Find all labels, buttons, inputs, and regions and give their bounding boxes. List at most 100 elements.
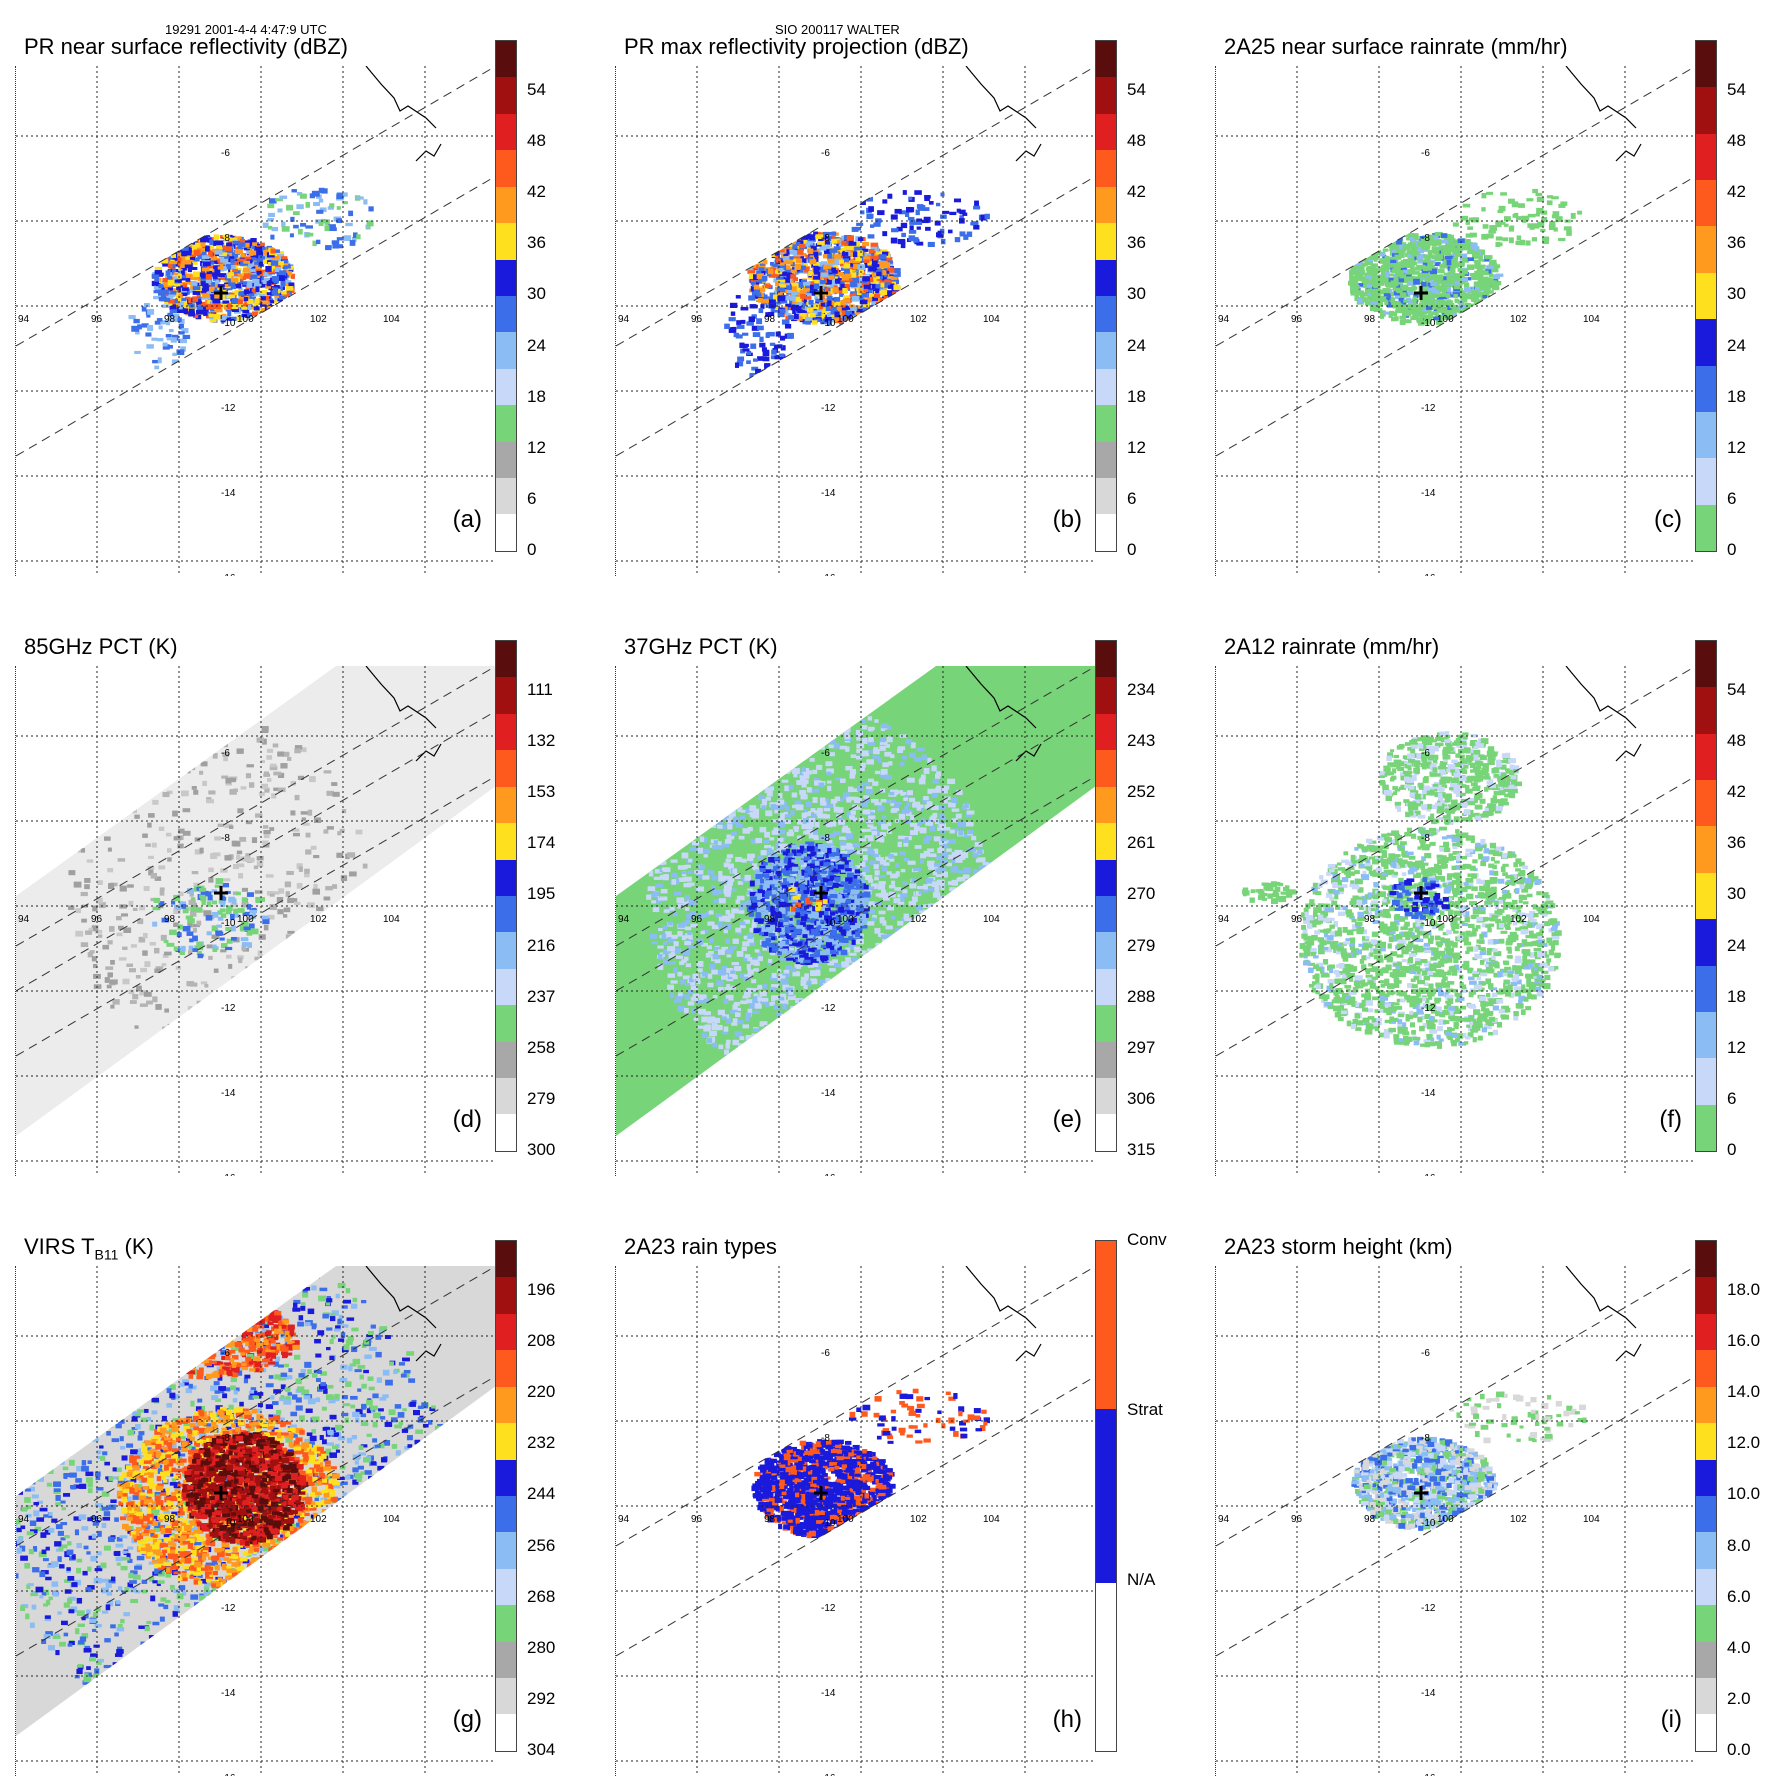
data-pixel [112, 804, 119, 808]
colorbar-segment [1696, 87, 1716, 133]
data-pixel [1363, 250, 1370, 255]
panel-letter: (b) [1053, 506, 1082, 570]
data-pixel [933, 779, 939, 784]
data-pixel [1486, 282, 1492, 285]
lat-label: -12 [221, 403, 236, 414]
data-pixel [701, 784, 706, 788]
data-pixel [1558, 204, 1565, 208]
data-pixel [736, 1056, 742, 1062]
data-pixel [189, 309, 195, 314]
data-pixel [814, 283, 819, 289]
data-pixel [842, 288, 847, 294]
data-pixel [1391, 317, 1397, 321]
data-pixel [231, 976, 237, 979]
data-pixel [154, 898, 160, 903]
data-pixel [319, 199, 323, 203]
coastline-small [416, 144, 441, 161]
data-pixel [202, 252, 207, 255]
data-pixel [834, 1076, 840, 1080]
data-pixel [208, 313, 213, 316]
data-pixel [190, 1043, 195, 1047]
data-pixel [699, 761, 705, 765]
data-pixel [133, 319, 139, 323]
data-pixel [119, 782, 126, 788]
data-pixel [885, 953, 892, 958]
data-pixel [1528, 214, 1536, 218]
colorbar-segment [496, 369, 516, 405]
data-pixel [834, 711, 841, 716]
data-pixel [145, 332, 151, 336]
lon-label: 94 [18, 914, 30, 925]
data-pixel [1477, 304, 1483, 308]
data-pixel [793, 250, 798, 255]
data-pixel [325, 225, 330, 231]
data-pixel [277, 909, 283, 914]
data-pixel [81, 892, 88, 896]
data-pixel [1532, 237, 1537, 241]
data-pixel [191, 738, 199, 742]
data-pixel [813, 728, 817, 733]
data-pixel [134, 351, 141, 354]
colorbar-segment [1096, 332, 1116, 368]
data-pixel [168, 280, 175, 286]
data-pixel [1392, 237, 1399, 242]
data-pixel [164, 298, 170, 302]
data-pixel [290, 810, 295, 815]
data-pixel [75, 931, 83, 937]
data-pixel [1513, 214, 1518, 218]
data-pixel [1488, 230, 1495, 234]
data-pixel [947, 906, 952, 911]
data-pixel [300, 194, 307, 199]
data-pixel [306, 202, 310, 208]
data-pixel [821, 273, 829, 277]
data-pixel [876, 971, 884, 976]
data-pixel [670, 961, 676, 964]
data-pixel [825, 978, 830, 981]
data-pixel [688, 1001, 694, 1005]
data-pixel [965, 888, 969, 891]
data-pixel [238, 958, 242, 963]
field-pixels [1348, 232, 1503, 326]
data-pixel [169, 329, 174, 332]
data-pixel [283, 1013, 288, 1016]
data-pixel [326, 949, 334, 953]
data-pixel [730, 303, 737, 308]
data-pixel [891, 228, 898, 232]
data-pixel [318, 926, 323, 931]
data-pixel [1371, 296, 1375, 300]
data-pixel [178, 274, 182, 279]
data-pixel [799, 1000, 803, 1006]
data-pixel [674, 839, 681, 844]
data-pixel [307, 902, 315, 907]
data-pixel [1391, 263, 1395, 266]
colorbar-tick-label: 216 [527, 936, 555, 956]
data-pixel [192, 936, 198, 942]
data-pixel [845, 1030, 852, 1035]
data-pixel [186, 278, 191, 282]
data-pixel [825, 1055, 830, 1059]
data-pixel [129, 315, 136, 319]
data-pixel [197, 750, 203, 754]
data-pixel [157, 338, 164, 341]
lat-label: -8 [1421, 233, 1430, 244]
data-pixel [1402, 245, 1410, 250]
data-pixel [891, 238, 898, 244]
data-pixel [131, 326, 139, 332]
data-pixel [1366, 267, 1371, 271]
data-pixel [255, 298, 260, 303]
data-pixel [760, 288, 765, 292]
data-pixel [766, 741, 771, 746]
data-pixel [223, 878, 230, 881]
data-pixel [821, 261, 827, 264]
data-pixel [242, 942, 250, 947]
data-pixel [200, 242, 205, 247]
data-pixel [316, 210, 323, 214]
data-pixel [250, 910, 257, 913]
colorbar-tick-label: 42 [1127, 182, 1146, 202]
data-pixel [167, 768, 173, 773]
data-pixel [681, 806, 687, 809]
data-pixel [222, 1036, 227, 1042]
data-pixel [736, 786, 744, 791]
data-pixel [985, 214, 990, 220]
data-pixel [207, 799, 214, 803]
